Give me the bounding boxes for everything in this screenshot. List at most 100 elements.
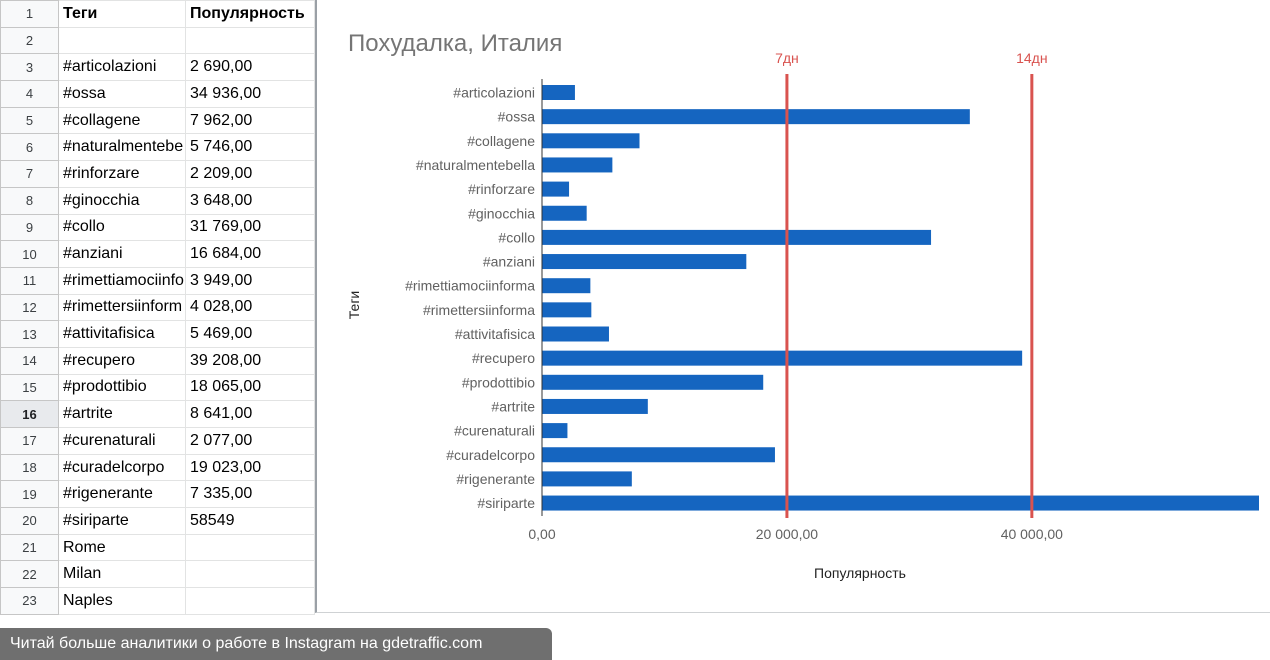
chart-panel[interactable]: Похудалка, Италия #articolazioni #ossa #col…: [315, 0, 1270, 613]
sheet-row: 6 #naturalmentebe 5 746,00: [0, 133, 315, 162]
cell-popularity[interactable]: 5 469,00: [185, 320, 315, 348]
row-number[interactable]: 17: [0, 427, 59, 455]
row-number[interactable]: 14: [0, 346, 59, 375]
chart-title: Похудалка, Италия: [348, 30, 562, 57]
cell-tag[interactable]: #rimettersiinform: [58, 293, 186, 322]
sheet-row: 21 Rome: [0, 533, 315, 562]
category-label: #rigenerante: [456, 471, 535, 487]
row-number[interactable]: 15: [0, 373, 59, 402]
cell-tag[interactable]: #rimettiamociinfo: [58, 266, 186, 295]
sheet-row: 12 #rimettersiinform 4 028,00: [0, 293, 315, 322]
cell-popularity[interactable]: 5 746,00: [185, 133, 315, 162]
category-label: #rinforzare: [468, 181, 535, 197]
sheet-row: 8 #ginocchia 3 648,00: [0, 186, 315, 215]
cell-tag[interactable]: #articolazioni: [58, 53, 186, 82]
cell-popularity[interactable]: [185, 560, 315, 589]
cell-tag[interactable]: #anziani: [58, 240, 186, 268]
cell-tag[interactable]: Теги: [58, 0, 186, 28]
row-number[interactable]: 20: [0, 507, 59, 535]
bar-16: [542, 471, 632, 487]
cell-popularity[interactable]: 7 335,00: [185, 480, 315, 509]
cell-popularity[interactable]: 3 648,00: [185, 186, 315, 215]
cell-tag[interactable]: #attivitafisica: [58, 320, 186, 348]
cell-popularity[interactable]: Популярность: [185, 0, 315, 28]
category-label: #siriparte: [477, 495, 535, 511]
cell-popularity[interactable]: 34 936,00: [185, 80, 315, 108]
cell-tag[interactable]: #ossa: [58, 80, 186, 108]
row-number[interactable]: 8: [0, 186, 59, 215]
sheet-row: 13 #attivitafisica 5 469,00: [0, 320, 315, 348]
row-number[interactable]: 6: [0, 133, 59, 162]
sheet-row: 17 #curenaturali 2 077,00: [0, 427, 315, 455]
sheet-row: 7 #rinforzare 2 209,00: [0, 160, 315, 188]
row-number[interactable]: 22: [0, 560, 59, 589]
row-number[interactable]: 5: [0, 106, 59, 135]
cell-tag[interactable]: #ginocchia: [58, 186, 186, 215]
cell-popularity[interactable]: 8 641,00: [185, 400, 315, 428]
spreadsheet-grid: 1 Теги Популярность 2 3 #articolazioni 2 690,0…: [0, 0, 315, 615]
row-number[interactable]: 4: [0, 80, 59, 108]
cell-popularity[interactable]: 31 769,00: [185, 213, 315, 242]
category-label: #collo: [498, 229, 535, 245]
sheet-row: 15 #prodottibio 18 065,00: [0, 373, 315, 402]
cell-tag[interactable]: [58, 26, 186, 55]
cell-tag[interactable]: #rinforzare: [58, 160, 186, 188]
cell-tag[interactable]: #naturalmentebe: [58, 133, 186, 162]
cell-tag[interactable]: Milan: [58, 560, 186, 589]
cell-tag[interactable]: Naples: [58, 587, 186, 615]
bar-3: [542, 157, 613, 173]
cell-popularity[interactable]: 2 077,00: [185, 427, 315, 455]
cell-popularity[interactable]: [185, 587, 315, 615]
cell-popularity[interactable]: 2 690,00: [185, 53, 315, 82]
cell-tag[interactable]: #curenaturali: [58, 427, 186, 455]
cell-tag[interactable]: #curadelcorpo: [58, 453, 186, 482]
cell-tag[interactable]: #rigenerante: [58, 480, 186, 509]
row-number[interactable]: 16: [0, 400, 59, 428]
cell-tag[interactable]: #prodottibio: [58, 373, 186, 402]
bar-4: [542, 181, 570, 197]
cell-popularity[interactable]: 16 684,00: [185, 240, 315, 268]
cell-popularity[interactable]: 2 209,00: [185, 160, 315, 188]
category-label: #ginocchia: [468, 205, 535, 221]
category-label: #recupero: [472, 350, 535, 366]
cell-popularity[interactable]: 39 208,00: [185, 346, 315, 375]
cell-popularity[interactable]: 7 962,00: [185, 106, 315, 135]
cell-tag[interactable]: #collo: [58, 213, 186, 242]
row-number[interactable]: 9: [0, 213, 59, 242]
row-number[interactable]: 13: [0, 320, 59, 348]
category-label: #curadelcorpo: [446, 447, 535, 463]
cell-tag[interactable]: #collagene: [58, 106, 186, 135]
cell-popularity[interactable]: [185, 533, 315, 562]
x-axis-title: Популярность: [814, 565, 906, 581]
row-number[interactable]: 3: [0, 53, 59, 82]
cell-popularity[interactable]: 3 949,00: [185, 266, 315, 295]
row-number[interactable]: 2: [0, 26, 59, 55]
row-number[interactable]: 11: [0, 266, 59, 295]
cell-popularity[interactable]: 4 028,00: [185, 293, 315, 322]
category-label: #curenaturali: [454, 423, 535, 439]
cell-popularity[interactable]: 58549: [185, 507, 315, 535]
category-label: #rimettiamociinforma: [405, 278, 535, 294]
cell-popularity[interactable]: 19 023,00: [185, 453, 315, 482]
cell-tag[interactable]: Rome: [58, 533, 186, 562]
row-number[interactable]: 19: [0, 480, 59, 509]
reference-line-label: 14дн: [1016, 50, 1047, 66]
row-number[interactable]: 18: [0, 453, 59, 482]
x-tick-label: 20 000,00: [756, 526, 818, 542]
cell-popularity[interactable]: 18 065,00: [185, 373, 315, 402]
bar-10: [542, 326, 609, 342]
row-number[interactable]: 1: [0, 0, 59, 28]
row-number[interactable]: 7: [0, 160, 59, 188]
sheet-row: 4 #ossa 34 936,00: [0, 80, 315, 108]
x-tick-label: 0,00: [528, 526, 555, 542]
cell-popularity[interactable]: [185, 26, 315, 55]
bar-1: [542, 109, 970, 125]
row-number[interactable]: 23: [0, 587, 59, 615]
cell-tag[interactable]: #artrite: [58, 400, 186, 428]
row-number[interactable]: 21: [0, 533, 59, 562]
cell-tag[interactable]: #recupero: [58, 346, 186, 375]
row-number[interactable]: 10: [0, 240, 59, 268]
row-number[interactable]: 12: [0, 293, 59, 322]
cell-tag[interactable]: #siriparte: [58, 507, 186, 535]
sheet-row: 20 #siriparte 58549: [0, 507, 315, 535]
